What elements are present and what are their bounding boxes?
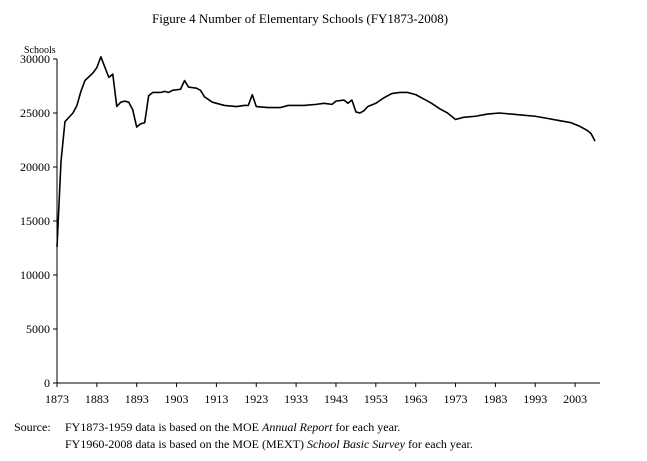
- line-series: [56, 56, 596, 247]
- x-tick-label: 1933: [284, 392, 308, 406]
- y-tick-label: 15000: [20, 214, 50, 228]
- x-tick-label: 1993: [523, 392, 547, 406]
- y-axis-label: Schools: [24, 45, 56, 56]
- x-tick-label: 1983: [483, 392, 507, 406]
- source-text: for each year.: [405, 437, 473, 451]
- source-label: Source:: [14, 420, 51, 434]
- source-title: School Basic Survey: [307, 437, 406, 451]
- x-tick-label: 1953: [364, 392, 388, 406]
- source-line: FY1873-1959 data is based on the MOE Ann…: [65, 420, 400, 434]
- x-tick-label: 1973: [444, 392, 468, 406]
- source-text: for each year.: [332, 420, 400, 434]
- x-tick-label: 1893: [125, 392, 149, 406]
- source-title: Annual Report: [261, 420, 333, 434]
- x-tick-label: 2003: [563, 392, 587, 406]
- x-tick-label: 1913: [204, 392, 228, 406]
- source-text: FY1960-2008 data is based on the MOE (ME…: [65, 437, 307, 451]
- x-tick-label: 1963: [404, 392, 428, 406]
- y-tick-label: 25000: [20, 106, 50, 120]
- x-tick-label: 1883: [85, 392, 109, 406]
- x-tick-label: 1943: [324, 392, 348, 406]
- chart-title: Figure 4 Number of Elementary Schools (F…: [152, 11, 448, 26]
- source-line: FY1960-2008 data is based on the MOE (ME…: [65, 437, 473, 451]
- x-tick-label: 1903: [165, 392, 189, 406]
- source-text: FY1873-1959 data is based on the MOE: [65, 420, 262, 434]
- x-tick-label: 1873: [45, 392, 69, 406]
- y-tick-label: 30000: [20, 52, 50, 66]
- y-tick-label: 20000: [20, 160, 50, 174]
- y-tick-label: 0: [44, 376, 50, 390]
- x-tick-label: 1923: [244, 392, 268, 406]
- y-tick-label: 5000: [26, 322, 50, 336]
- y-tick-label: 10000: [20, 268, 50, 282]
